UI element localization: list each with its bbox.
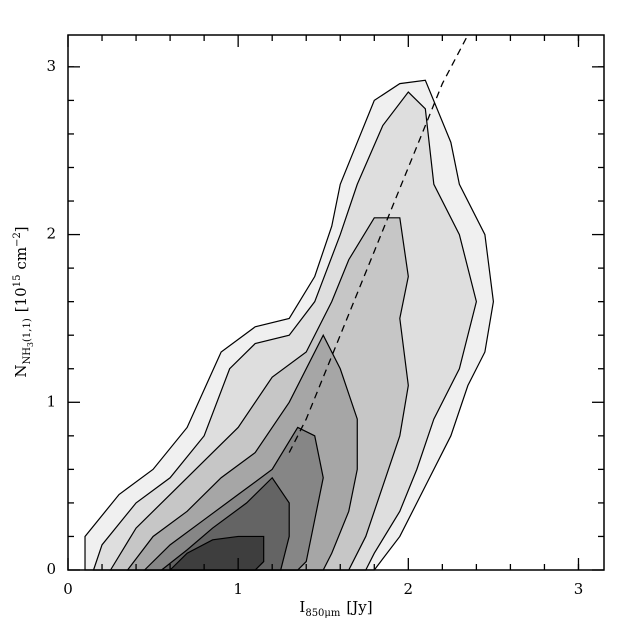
x-tick-label: 3	[574, 580, 584, 598]
x-tick-label: 2	[404, 580, 414, 598]
y-tick-label: 1	[46, 392, 56, 410]
y-axis-label: NNH3(1,1) [1015 cm−2]	[12, 226, 35, 377]
y-axis-label-part: [10	[12, 287, 30, 312]
plot-frame	[67, 34, 605, 571]
y-axis-label-part: NH	[22, 347, 33, 365]
y-axis-label-part: ]	[12, 226, 30, 232]
fit-line	[288, 34, 469, 453]
y-tick-label: 0	[46, 560, 56, 578]
contour	[168, 535, 265, 571]
x-tick-label: 0	[63, 580, 73, 598]
y-axis-label-part: 3	[26, 342, 35, 347]
y-axis-label-part: N	[12, 365, 30, 378]
x-axis-label-part: I	[299, 598, 305, 616]
y-tick-label: 2	[46, 225, 56, 243]
y-axis-label-part: −2	[12, 232, 23, 247]
x-tick-label: 1	[233, 580, 243, 598]
x-axis-label-part: 850μm	[305, 608, 341, 619]
y-axis-label-part: cm	[12, 247, 30, 270]
y-axis-label-part: 15	[12, 275, 23, 288]
x-axis-label: I850μm [Jy]	[299, 598, 372, 619]
x-axis-label-part: [Jy]	[346, 598, 372, 616]
y-tick-label: 3	[46, 57, 56, 75]
y-axis-label-part: (1,1)	[22, 318, 33, 342]
